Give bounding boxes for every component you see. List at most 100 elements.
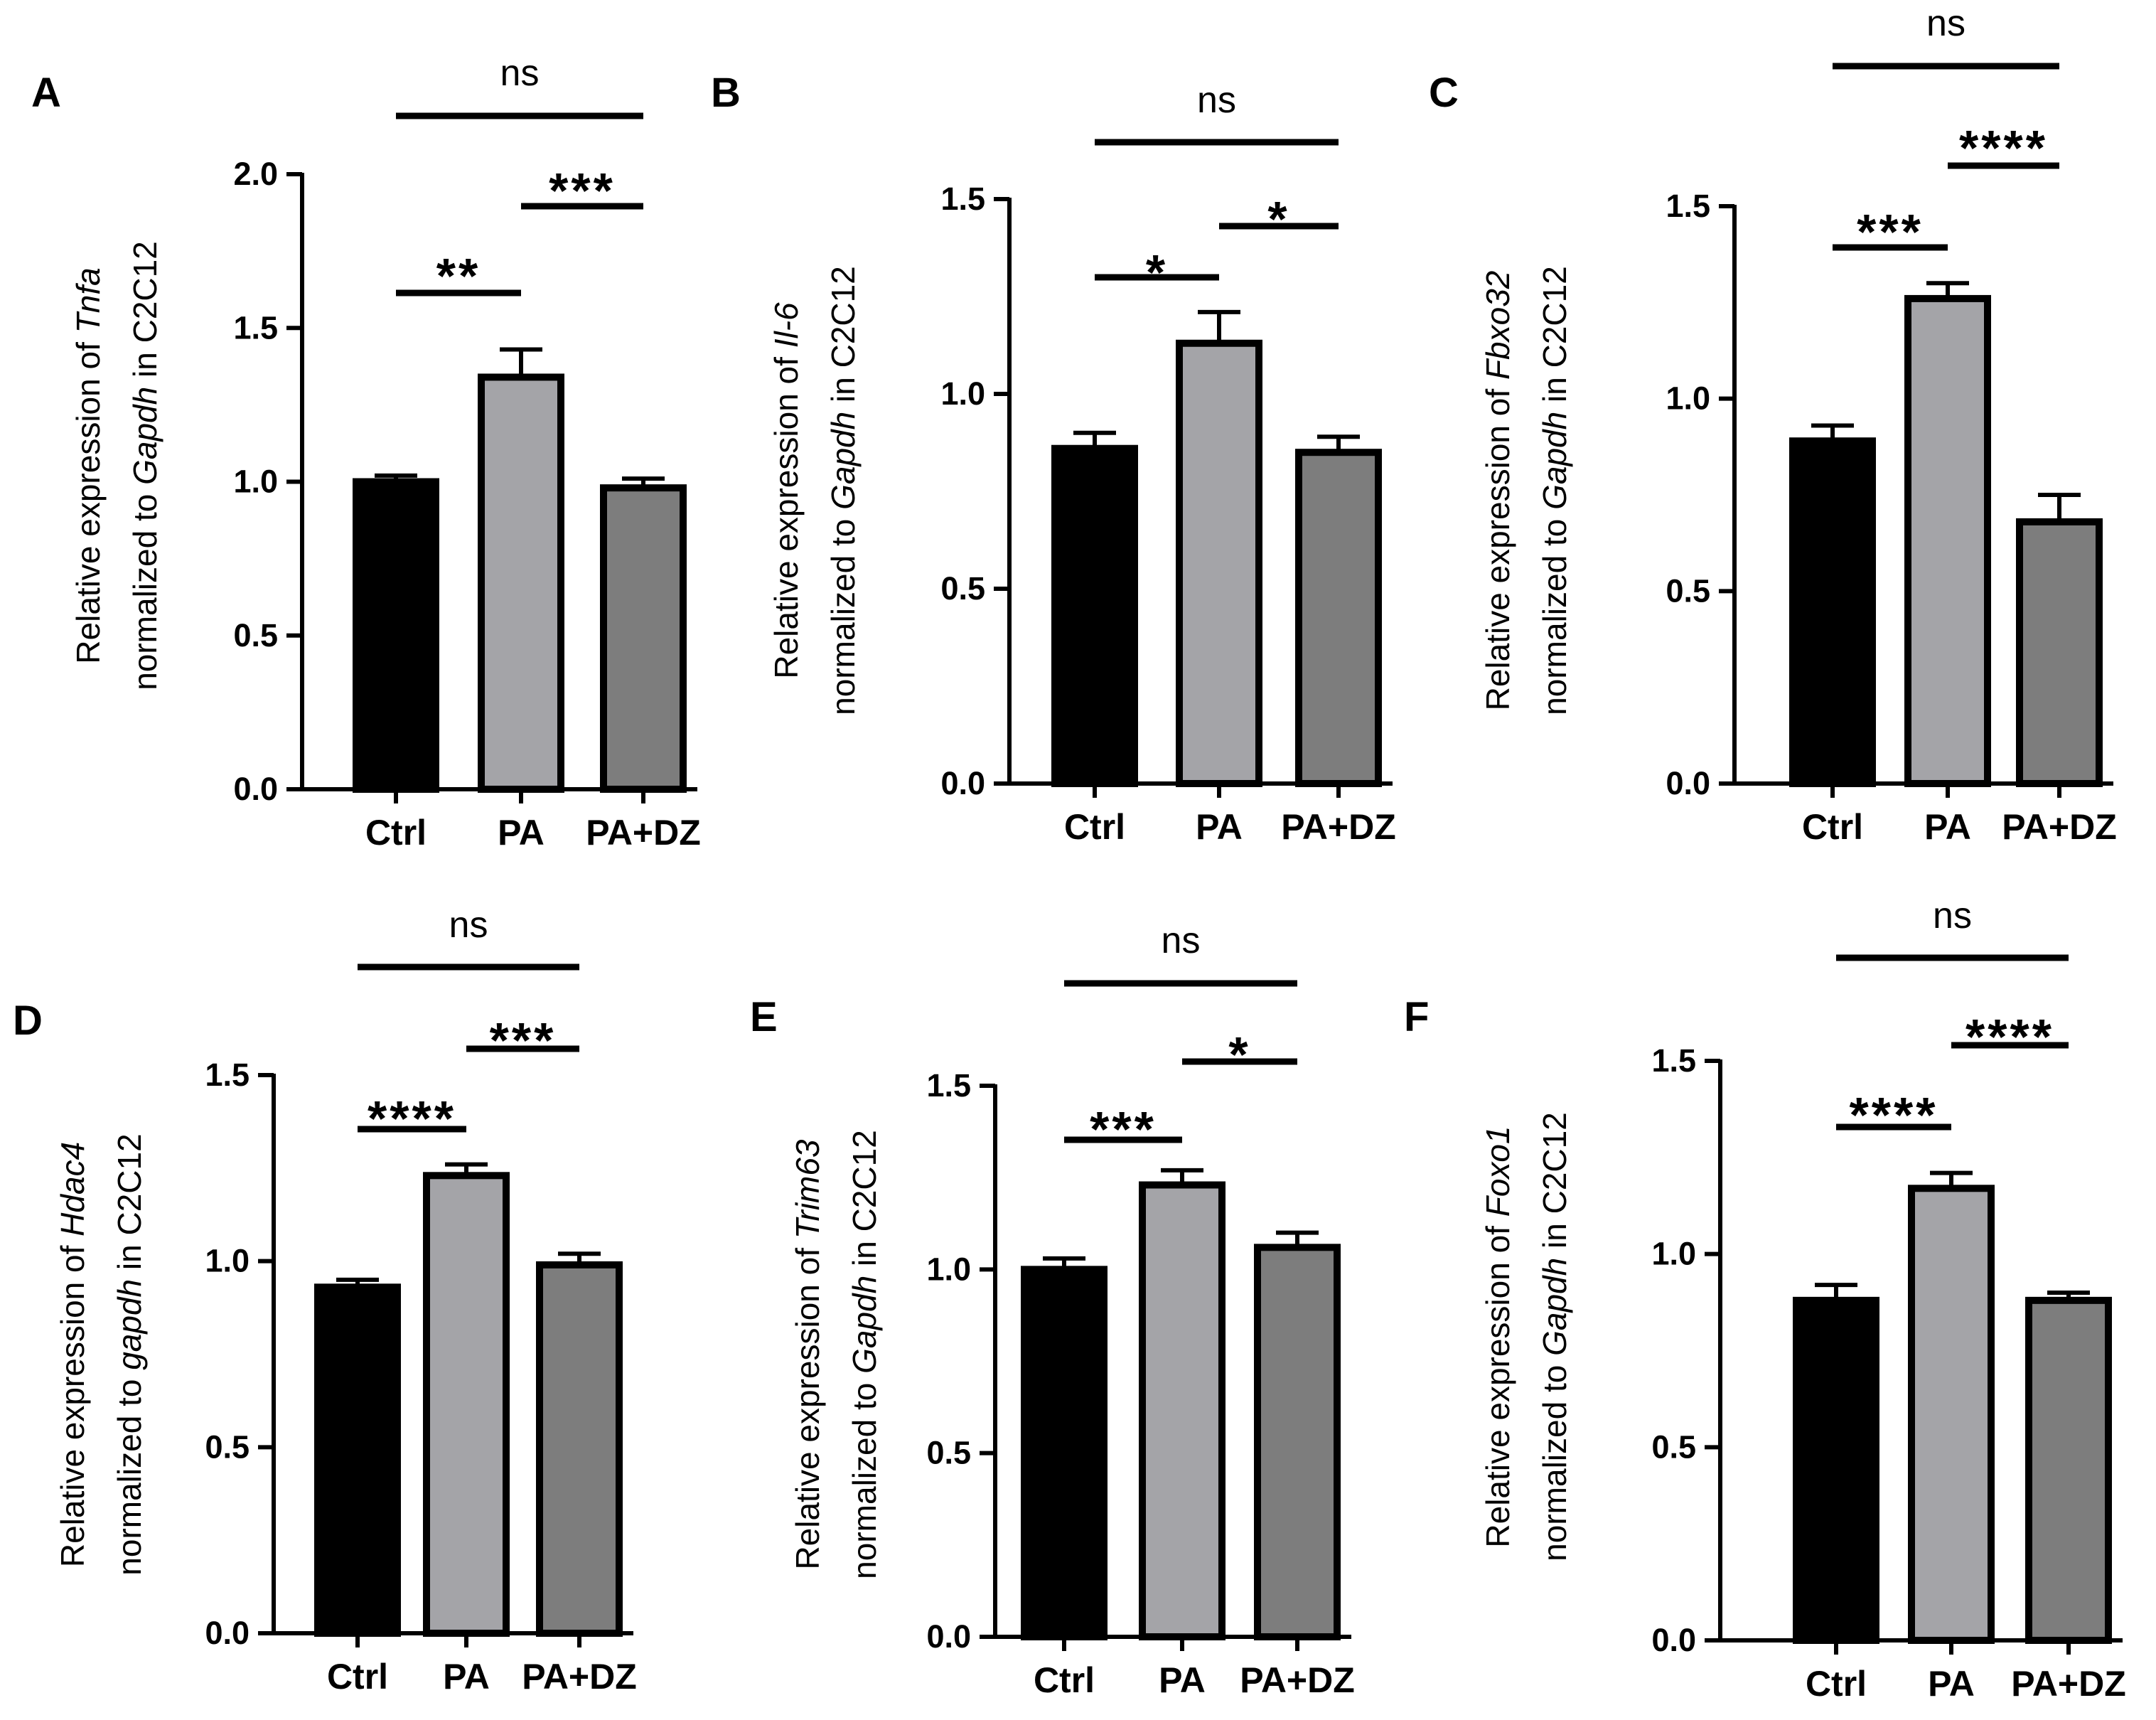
panel-b-ytick-label: 0.5 — [940, 570, 985, 607]
panel-f-ylabel-line1-part: Foxo1 — [1479, 1126, 1516, 1217]
panel-f-significance-label: ns — [1933, 895, 1972, 936]
panel-a-category-label: PA+DZ — [586, 813, 701, 853]
panel-a-ytick-label: 1.0 — [233, 464, 278, 500]
panel-c-category-label: PA+DZ — [2002, 807, 2117, 847]
panel-f-category-label: PA+DZ — [2011, 1664, 2126, 1704]
panel-e-ylabel-line2-part: Gapdh — [846, 1276, 883, 1374]
panel-d-ylabel-line2-part: in C2C12 — [111, 1133, 148, 1279]
panel-e-ylabel-line1-part: Trim63 — [789, 1139, 826, 1239]
panel-e-significance-label: *** — [1090, 1101, 1157, 1157]
panel-f-ylabel-line1-part: Relative expression of — [1479, 1217, 1516, 1547]
panel-e-label: E — [750, 994, 778, 1040]
panel-f-ylabel-line2: normalized to Gapdh in C2C12 — [1536, 1112, 1573, 1561]
panel-e: E 0.0 0.5 1.0 1.5 Ctrl PA PA+DZ Relative express… — [750, 920, 1355, 1700]
panel-b-ylabel-line2: normalized to Gapdh in C2C12 — [825, 266, 862, 715]
panel-b-ylabel-line2-part: Gapdh — [825, 412, 862, 510]
panel-c-significance-label: ns — [1926, 3, 1965, 44]
panel-d-ylabel-line1: Relative expression of Hdac4 — [54, 1142, 91, 1567]
panel-d-significance-label: ns — [449, 904, 488, 946]
panel-c-category-label: PA — [1924, 807, 1971, 847]
panel-c-bar-ctrl — [1789, 437, 1876, 787]
panel-a-significance-label: ** — [436, 248, 481, 304]
panel-e-category-label: PA — [1159, 1660, 1206, 1700]
panel-f-ytick-label: 1.0 — [1651, 1236, 1696, 1272]
panel-a-ylabel-line2-part: in C2C12 — [127, 241, 163, 387]
panel-a-significance-label: ns — [500, 53, 540, 94]
panel-b-ytick-label: 1.5 — [940, 181, 985, 217]
panel-e-ylabel-line2-part: in C2C12 — [846, 1130, 883, 1276]
panel-a-category-label: Ctrl — [365, 813, 427, 853]
panel-d-ytick-label: 0.5 — [205, 1428, 250, 1465]
panel-f-bar-ctrl — [1793, 1296, 1879, 1645]
panel-b: B 0.0 0.5 1.0 1.5 Ctrl PA PA+DZ Relative express… — [711, 70, 1396, 847]
panel-e-category-label: PA+DZ — [1240, 1660, 1355, 1700]
panel-c-ylabel-line2-part: in C2C12 — [1536, 266, 1573, 412]
panel-d-ytick-label: 0.0 — [205, 1615, 250, 1651]
panel-f-ytick-label: 0.0 — [1651, 1622, 1696, 1658]
panel-e-ytick-label: 1.0 — [926, 1251, 971, 1287]
panel-a-ylabel-line1: Relative expression of Tnfa — [70, 267, 107, 663]
panel-a: A 0.0 0.5 1.0 1.5 2.0 Ctrl PA PA+DZ Relative expr… — [31, 53, 701, 853]
panel-c-significance-label: *** — [1857, 204, 1924, 260]
panel-c-ytick-label: 0.5 — [1666, 572, 1710, 609]
panel-e-bar-pa — [1139, 1181, 1226, 1640]
panel-a-bar-pa-dz — [600, 484, 687, 794]
panel-b-ytick-label: 1.0 — [940, 375, 985, 412]
panel-f-bar-pa-dz — [2025, 1296, 2112, 1645]
panel-d-ylabel-line1-part: Hdac4 — [54, 1142, 91, 1236]
panel-c-label: C — [1429, 70, 1459, 116]
panel-b-significance-label: ns — [1197, 80, 1236, 121]
panel-f-ytick-label: 0.5 — [1651, 1428, 1696, 1465]
panel-e-category-label: Ctrl — [1034, 1660, 1095, 1700]
panel-a-bar-pa — [478, 373, 564, 793]
panel-d-bar-ctrl — [314, 1283, 401, 1638]
panel-b-ytick-label: 0.0 — [940, 765, 985, 801]
panel-b-significance-label: * — [1146, 245, 1168, 300]
panel-c-bar-pa — [1904, 294, 1991, 788]
panel-c-ylabel-line2-part: normalized to — [1536, 510, 1573, 715]
panel-f-ylabel-line2-part: in C2C12 — [1536, 1112, 1573, 1258]
panel-b-bar-pa-dz — [1295, 449, 1382, 787]
panel-c-ylabel-line1: Relative expression of Fbxo32 — [1479, 271, 1516, 711]
panel-e-ytick-label: 0.5 — [926, 1435, 971, 1471]
panel-f-bar-pa — [1908, 1185, 1995, 1645]
panel-b-bar-pa — [1176, 339, 1262, 787]
panel-b-ylabel-line1: Relative expression of Il-6 — [768, 302, 805, 679]
panel-f-category-label: PA — [1928, 1664, 1975, 1704]
panel-a-ylabel-line2-part: normalized to — [127, 485, 163, 690]
panel-a-ylabel-line2-part: Gapdh — [127, 387, 163, 485]
panel-e-bar-pa-dz — [1254, 1244, 1341, 1641]
panel-d-ylabel-line2-part: normalized to — [111, 1370, 148, 1576]
panel-e-ylabel-line2-part: normalized to — [846, 1374, 883, 1579]
panel-c-bar-pa-dz — [2016, 518, 2103, 787]
panel-b-ylabel-line2-part: in C2C12 — [825, 266, 862, 412]
panel-a-ytick-label: 1.5 — [233, 309, 278, 346]
panel-c-ytick-label: 1.5 — [1666, 188, 1710, 224]
panel-b-ylabel-line1-part: Relative expression of — [768, 348, 805, 678]
panel-b-category-label: Ctrl — [1064, 807, 1125, 847]
panel-f: F 0.0 0.5 1.0 1.5 Ctrl PA PA+DZ Relative express… — [1404, 895, 2126, 1704]
panel-f-ylabel-line2-part: normalized to — [1536, 1356, 1573, 1561]
panel-d-category-label: PA — [443, 1657, 490, 1697]
panel-f-significance-label: **** — [1965, 1009, 2054, 1064]
panel-f-label: F — [1404, 994, 1429, 1040]
panel-b-significance-label: * — [1267, 191, 1289, 247]
panel-c-significance-label: **** — [1959, 120, 2048, 176]
panel-d-ylabel-line2: normalized to gapdh in C2C12 — [111, 1133, 148, 1575]
panel-e-ylabel-line1-part: Relative expression of — [789, 1239, 826, 1569]
panel-c-category-label: Ctrl — [1802, 807, 1863, 847]
panel-d-bar-pa-dz — [536, 1261, 623, 1637]
panel-a-ylabel-line1-part: Relative expression of — [70, 333, 107, 663]
panel-b-bar-ctrl — [1051, 444, 1138, 787]
panel-a-label: A — [31, 70, 61, 116]
panel-d-bar-pa — [423, 1172, 510, 1638]
panel-d-label: D — [13, 998, 43, 1044]
panel-d-significance-label: *** — [490, 1013, 557, 1068]
panel-d-significance-label: **** — [368, 1091, 456, 1146]
panel-f-ylabel-line2-part: Gapdh — [1536, 1258, 1573, 1356]
panel-c-ytick-label: 0.0 — [1666, 765, 1710, 801]
panel-b-category-label: PA+DZ — [1281, 807, 1396, 847]
panel-f-ylabel-line1: Relative expression of Foxo1 — [1479, 1126, 1516, 1547]
panel-e-ylabel-line1: Relative expression of Trim63 — [789, 1139, 826, 1569]
